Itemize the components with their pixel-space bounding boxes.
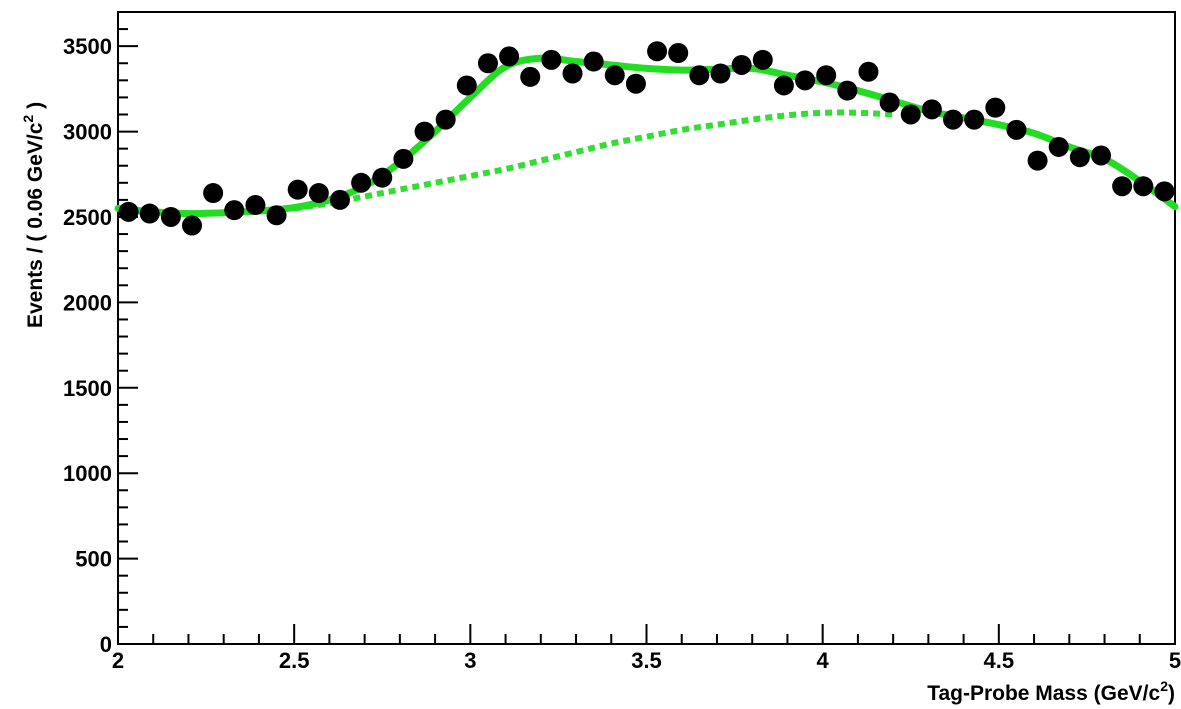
y-tick-label: 2000 <box>63 290 112 315</box>
data-point <box>879 92 900 113</box>
data-point <box>964 109 985 130</box>
data-point <box>816 65 837 86</box>
data-point <box>118 201 139 222</box>
data-point <box>710 63 731 84</box>
data-point <box>520 66 541 87</box>
data-point <box>752 49 773 70</box>
data-point <box>985 97 1006 118</box>
data-point <box>668 42 689 63</box>
data-point <box>562 63 583 84</box>
data-point <box>943 109 964 130</box>
data-point <box>245 195 266 216</box>
y-tick-label: 0 <box>100 632 112 657</box>
y-tick-label: 3500 <box>63 34 112 59</box>
x-tick-label: 3 <box>464 648 476 673</box>
data-point <box>456 75 477 96</box>
data-point <box>477 53 498 74</box>
data-point <box>731 54 752 75</box>
data-point <box>689 65 710 86</box>
y-axis-title: Events / ( 0.06 GeV/c2 ) <box>20 102 47 328</box>
data-point <box>287 179 308 200</box>
x-tick-label: 2.5 <box>279 648 310 673</box>
y-tick-label: 1000 <box>63 461 112 486</box>
data-point <box>203 183 224 204</box>
data-point <box>795 70 816 91</box>
background-fit-curve <box>293 109 894 212</box>
data-point <box>499 46 520 67</box>
plot-frame <box>117 11 1176 645</box>
data-point <box>139 203 160 224</box>
data-point <box>647 41 668 62</box>
data-point <box>858 61 879 82</box>
data-point <box>1154 181 1175 202</box>
x-tick-label: 3.5 <box>631 648 662 673</box>
y-tick-label: 500 <box>75 547 112 572</box>
data-point <box>1091 145 1112 166</box>
data-point <box>160 206 181 227</box>
data-point <box>773 75 794 96</box>
data-point <box>1133 176 1154 197</box>
fit-curves <box>114 54 1179 218</box>
x-axis-title: Tag-Probe Mass (GeV/c2) <box>927 678 1175 705</box>
data-point <box>625 73 646 94</box>
data-point <box>393 148 414 169</box>
data-point <box>372 167 393 188</box>
data-point <box>414 121 435 142</box>
data-point <box>224 200 245 221</box>
data-point <box>181 215 202 236</box>
data-point <box>1027 150 1048 171</box>
data-point <box>900 104 921 125</box>
data-point <box>541 49 562 70</box>
total-fit-curve <box>114 54 1179 218</box>
ticks <box>117 11 1176 645</box>
data-point <box>921 99 942 120</box>
data-points <box>118 41 1175 236</box>
data-point <box>329 189 350 210</box>
x-tick-label: 5 <box>1169 648 1181 673</box>
data-point <box>1048 136 1069 157</box>
data-point <box>604 65 625 86</box>
data-point <box>435 109 456 130</box>
data-point <box>308 183 329 204</box>
y-tick-label: 1500 <box>63 376 112 401</box>
x-tick-label: 4.5 <box>984 648 1015 673</box>
data-point <box>583 51 604 72</box>
tick-labels: 2 2.5 3 3.5 4 4.5 5 0 500 1000 1500 2000 2500 3000 350… <box>63 34 1181 673</box>
x-tick-label: 2 <box>112 648 124 673</box>
y-tick-label: 3000 <box>63 120 112 145</box>
data-point <box>351 172 372 193</box>
data-point <box>1006 119 1027 140</box>
y-tick-label: 2500 <box>63 205 112 230</box>
data-point <box>1112 176 1133 197</box>
data-point <box>1069 147 1090 168</box>
data-point <box>266 205 287 226</box>
data-point <box>837 80 858 101</box>
x-tick-label: 4 <box>817 648 830 673</box>
